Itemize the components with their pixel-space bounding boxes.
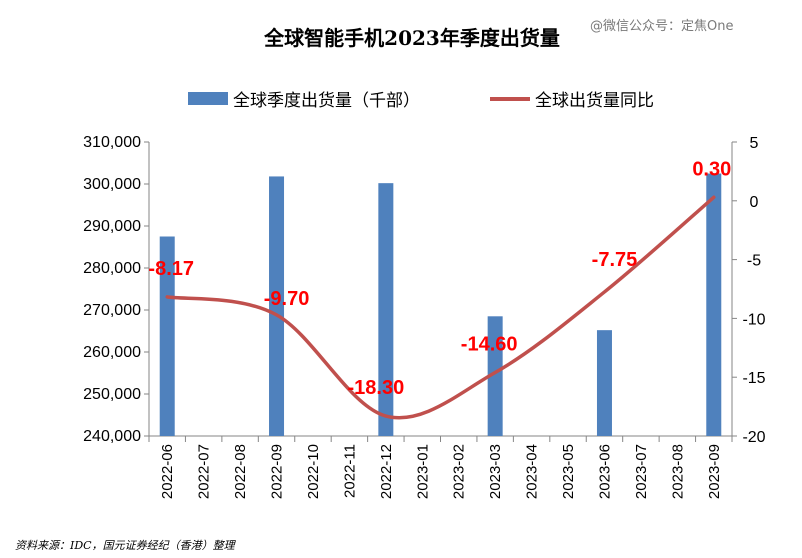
- y-right-tick-label: 0: [750, 194, 759, 211]
- x-tick-label: 2023-06: [596, 444, 613, 499]
- y-right-tick-label: -20: [742, 429, 765, 446]
- data-label: -7.75: [592, 249, 638, 271]
- legend-bar-swatch: [188, 92, 228, 105]
- y-left-tick-label: 250,000: [83, 386, 141, 403]
- source-note: 资料来源：IDC，国元证券经纪（香港）整理: [15, 539, 237, 552]
- x-tick-label: 2022-08: [232, 444, 249, 499]
- legend-bar-label: 全球季度出货量（千部）: [233, 91, 420, 111]
- y-right-tick-label: -10: [742, 311, 765, 328]
- data-label: 0.30: [692, 158, 731, 180]
- bar: [269, 176, 285, 436]
- x-tick-label: 2023-07: [633, 444, 650, 499]
- x-tick-label: 2022-12: [378, 444, 395, 499]
- x-tick-label: 2023-01: [414, 444, 431, 499]
- y-right-tick-label: -15: [742, 370, 765, 387]
- bar: [159, 236, 175, 436]
- x-tick-label: 2023-02: [451, 444, 468, 499]
- bar: [487, 316, 503, 436]
- x-tick-label: 2022-11: [341, 444, 358, 498]
- y-left-tick-label: 290,000: [83, 218, 141, 235]
- x-tick-label: 2023-03: [487, 444, 504, 499]
- x-tick-label: 2023-04: [524, 444, 541, 499]
- x-tick-label: 2022-07: [196, 444, 213, 499]
- y-left-tick-label: 260,000: [83, 344, 141, 361]
- yoy-line: [165, 195, 716, 420]
- y-right-tick-label: -5: [747, 253, 761, 270]
- legend: 全球季度出货量（千部） 全球出货量同比: [188, 91, 654, 111]
- data-label: -18.30: [347, 377, 404, 399]
- data-label: -14.60: [461, 333, 518, 355]
- watermark: @微信公众号：定焦One: [590, 19, 733, 34]
- chart-title: 全球智能手机2023年季度出货量: [263, 26, 560, 50]
- y-right-tick-label: 5: [750, 135, 759, 152]
- data-label: -8.17: [148, 258, 194, 280]
- x-tick-label: 2023-08: [669, 444, 686, 499]
- y-left-tick-label: 310,000: [83, 134, 141, 151]
- x-tick-label: 2022-10: [305, 444, 322, 499]
- y-left-tick-label: 280,000: [83, 260, 141, 277]
- x-tick-label: 2022-09: [269, 444, 286, 499]
- bar: [378, 183, 394, 436]
- bar: [596, 330, 612, 436]
- x-tick-label: 2023-05: [560, 444, 577, 499]
- bar: [706, 173, 722, 436]
- data-label: -9.70: [264, 288, 310, 310]
- y-left-tick-label: 300,000: [83, 176, 141, 193]
- legend-line-label: 全球出货量同比: [535, 91, 654, 111]
- x-tick-label: 2023-09: [706, 444, 723, 499]
- y-left-tick-label: 240,000: [83, 428, 141, 445]
- plot-area: 240,000 250,000 260,000 270,000 280,000 290,0…: [83, 134, 766, 499]
- x-tick-label: 2022-06: [159, 444, 176, 499]
- y-left-tick-label: 270,000: [83, 302, 141, 319]
